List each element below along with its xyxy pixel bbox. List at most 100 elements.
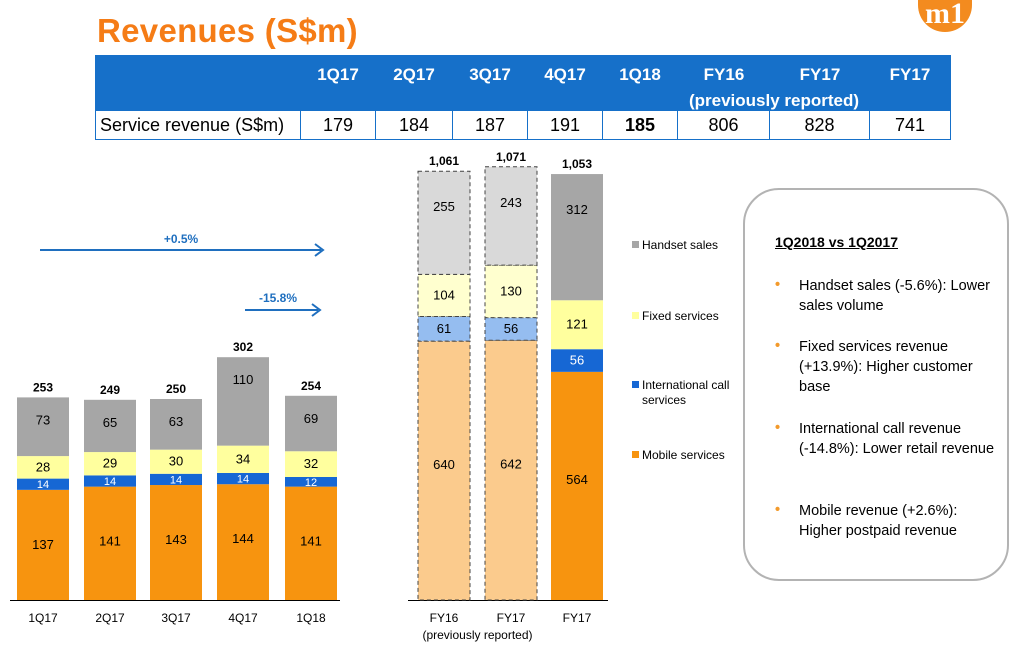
bar-total-label: 254: [301, 379, 321, 393]
bar-value-label: 61: [437, 321, 451, 336]
bar-value-label: 121: [566, 317, 588, 332]
bar-value-label: 14: [237, 474, 249, 486]
bar-value-label: 137: [32, 537, 54, 552]
note-item: • Mobile revenue (+2.6%): Higher postpai…: [775, 501, 995, 545]
growth-label: +0.5%: [164, 232, 199, 246]
bar-total-label: 249: [100, 383, 120, 397]
bar-value-label: 34: [236, 451, 250, 466]
bullet-icon: •: [775, 277, 781, 293]
bar-value-label: 144: [232, 531, 254, 546]
bar-value-label: 32: [304, 456, 318, 471]
bar-segment-fixed-services: [551, 300, 603, 350]
bar-value-label: 130: [500, 283, 522, 298]
bar-value-label: 141: [99, 534, 121, 549]
legend-swatch-fixed-services: [632, 312, 639, 319]
bar-segment-mobile-services: [417, 340, 471, 601]
bar-segment-handset-sales: [417, 170, 471, 275]
bar-segment-fixed-services: [484, 264, 538, 319]
bar-total-label: 1,061: [429, 154, 459, 168]
legend-label-international-call-services: International call: [642, 378, 729, 392]
bar-value-label: 56: [504, 321, 518, 336]
notes-panel: 1Q2018 vs 1Q2017 • Handset sales (-5.6%)…: [743, 188, 1009, 581]
legend-label-mobile-services: Mobile services: [642, 448, 725, 462]
table-header-1q17: 1Q17: [300, 55, 376, 111]
bar-total-label: 302: [233, 340, 253, 354]
bar-total-label: 1,053: [562, 157, 592, 171]
legend-swatch-international-call-services: [632, 381, 639, 388]
bar-value-label: 14: [104, 476, 116, 488]
bar-value-label: 143: [165, 532, 187, 547]
bar-segment-international-call-services: [484, 317, 538, 341]
bullet-icon: •: [775, 502, 781, 518]
bar-segment-handset-sales: [484, 166, 538, 266]
x-tick-label: FY17: [563, 611, 592, 625]
x-tick-label: 4Q17: [228, 611, 258, 625]
bar-segment-international-call-services: [84, 475, 136, 487]
table-cell-highlight: 185: [602, 110, 678, 140]
bar-segment-handset-sales: [217, 357, 269, 446]
bar-segment-fixed-services: [150, 449, 202, 474]
bar-segment-handset-sales: [150, 399, 202, 450]
bar-value-label: 12: [305, 477, 317, 489]
table-cell: 191: [527, 110, 603, 140]
x-tick-label: 1Q17: [28, 611, 58, 625]
bar-segment-mobile-services: [84, 486, 136, 600]
table-header-fy17-previous: FY17: [799, 65, 841, 84]
bar-segment-fixed-services: [84, 452, 136, 476]
legend-swatch-mobile-services: [632, 451, 639, 458]
notes-title: 1Q2018 vs 1Q2017: [775, 234, 898, 250]
bar-segment-mobile-services: [484, 339, 538, 601]
note-item: • International call revenue (-14.8%): L…: [775, 419, 995, 483]
bar-value-label: 29: [103, 456, 117, 471]
table-cell: 741: [869, 110, 951, 140]
legend-label-fixed-services: Fixed services: [642, 309, 719, 323]
bar-segment-handset-sales: [551, 174, 603, 301]
bar-segment-mobile-services: [551, 371, 603, 600]
note-text: Fixed services revenue (+13.9%): Higher …: [799, 339, 973, 395]
table-header-1q18: 1Q18: [602, 55, 678, 111]
table-cell: 828: [769, 110, 870, 140]
x-tick-label: FY17: [497, 611, 526, 625]
legend-label-handset-sales: Handset sales: [642, 238, 718, 252]
bar-value-label: 14: [37, 479, 49, 491]
bar-value-label: 28: [36, 459, 50, 474]
table-cell: 179: [300, 110, 376, 140]
growth-label: -15.8%: [259, 291, 297, 305]
bar-segment-mobile-services: [217, 484, 269, 600]
bar-segment-international-call-services: [150, 473, 202, 486]
bar-value-label: 30: [169, 454, 183, 469]
table-header-fy16: FY16: [703, 65, 745, 84]
bar-segment-mobile-services: [285, 486, 337, 600]
service-revenue-table: 1Q17 2Q17 3Q17 4Q17 1Q18 FY16 FY17 (prev…: [95, 55, 951, 140]
arrowhead-icon: [314, 243, 325, 257]
bar-segment-handset-sales: [84, 399, 136, 453]
x-tick-label: 2Q17: [95, 611, 125, 625]
bar-segment-international-call-services: [17, 478, 69, 490]
bar-value-label: 640: [433, 457, 455, 472]
bar-value-label: 69: [304, 411, 318, 426]
legend-swatch-handset-sales: [632, 241, 639, 248]
bar-segment-international-call-services: [417, 315, 471, 342]
bar-value-label: 564: [566, 472, 588, 487]
bar-segment-fixed-services: [285, 451, 337, 477]
x-tick-sublabel: (previously reported): [422, 628, 532, 642]
x-tick-label: FY16: [430, 611, 459, 625]
bar-value-label: 255: [433, 199, 455, 214]
bar-value-label: 65: [103, 415, 117, 430]
bar-segment-fixed-services: [417, 273, 471, 317]
bar-total-label: 253: [33, 380, 53, 394]
table-header-previously-reported: (previously reported): [688, 91, 860, 110]
bar-value-label: 104: [433, 287, 455, 302]
bar-segment-mobile-services: [17, 489, 69, 600]
bar-value-label: 14: [170, 474, 182, 486]
x-tick-label: 1Q18: [296, 611, 326, 625]
bar-value-label: 243: [500, 195, 522, 210]
legend-label-international-call-services-cont: services: [642, 393, 686, 407]
note-text: Handset sales (-5.6%): Lower sales volum…: [799, 278, 990, 314]
bar-segment-fixed-services: [217, 445, 269, 473]
bar-segment-international-call-services: [551, 349, 603, 372]
bullet-icon: •: [775, 420, 781, 436]
table-cell: 184: [375, 110, 453, 140]
table-cell: 187: [452, 110, 528, 140]
